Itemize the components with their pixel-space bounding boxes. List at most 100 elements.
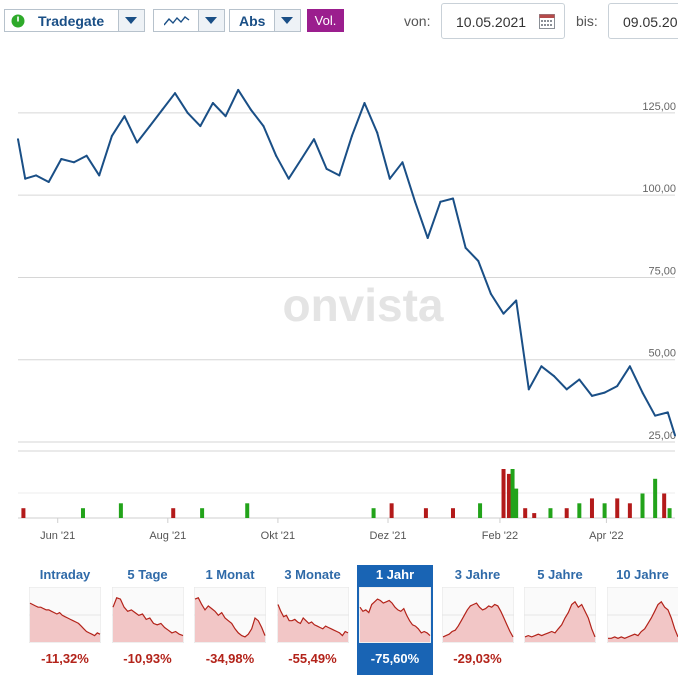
- volume-bar: [506, 473, 511, 518]
- price-point: [313, 138, 316, 141]
- period-tab-2[interactable]: 5 Tage -10,93%: [110, 565, 186, 675]
- chart-type-dropdown-button[interactable]: [198, 10, 224, 31]
- price-point: [477, 260, 480, 262]
- y-tick-label: 125,00: [642, 101, 676, 113]
- price-point: [527, 388, 530, 391]
- x-tick-label: Apr '22: [589, 530, 624, 542]
- from-label: von:: [404, 13, 431, 29]
- period-tab-4[interactable]: 3 Monate -55,49%: [275, 565, 351, 675]
- scale-label: Abs: [239, 13, 266, 29]
- period-performance: -10,93%: [123, 651, 172, 666]
- price-point: [300, 157, 303, 160]
- volume-bar: [245, 503, 250, 518]
- price-point: [211, 102, 214, 105]
- exchange-dropdown-button[interactable]: [118, 10, 144, 31]
- period-label: 3 Jahre: [454, 567, 501, 582]
- price-point: [262, 125, 265, 128]
- sparkline-area: [360, 599, 430, 642]
- exchange-select[interactable]: Tradegate: [4, 9, 145, 32]
- period-tab-1[interactable]: Intraday -11,32%: [27, 565, 103, 675]
- x-tick-label: Aug '21: [149, 530, 186, 542]
- price-point: [199, 125, 202, 128]
- price-point: [350, 134, 353, 137]
- price-point: [224, 115, 227, 118]
- period-sparkline: [29, 587, 101, 643]
- volume-bar: [532, 513, 537, 518]
- volume-bar: [200, 508, 205, 518]
- volume-toggle-button[interactable]: Vol.: [307, 9, 344, 32]
- price-point: [666, 411, 669, 414]
- period-tab-7[interactable]: 5 Jahre: [522, 565, 598, 675]
- price-point: [60, 157, 63, 160]
- volume-bar: [171, 508, 176, 518]
- y-tick-label: 25,00: [648, 430, 676, 442]
- price-point: [616, 385, 619, 388]
- period-sparkline: [524, 587, 596, 643]
- scale-select[interactable]: Abs: [229, 9, 301, 32]
- price-point: [553, 375, 556, 378]
- chevron-down-icon: [125, 17, 137, 24]
- price-point: [148, 125, 151, 128]
- period-label: 3 Monate: [284, 567, 341, 582]
- chart-type-select[interactable]: [153, 9, 225, 32]
- price-point: [674, 434, 676, 437]
- price-point: [237, 88, 240, 91]
- price-point: [98, 174, 101, 177]
- calendar-icon[interactable]: [539, 14, 555, 29]
- period-sparkline: [276, 587, 349, 643]
- sparkline-area: [442, 603, 513, 642]
- scale-dropdown-button[interactable]: [274, 10, 300, 31]
- sparkline-line: [194, 597, 266, 638]
- period-label: 1 Monat: [205, 567, 255, 582]
- period-tab-3[interactable]: 1 Monat -34,98%: [192, 565, 268, 675]
- price-point: [363, 102, 366, 105]
- price-point: [451, 197, 454, 200]
- volume-bar: [589, 498, 594, 518]
- period-sparkline: [441, 587, 514, 643]
- period-label: 10 Jahre: [616, 567, 669, 582]
- sparkline-line: [359, 598, 431, 637]
- x-tick-label: Feb '22: [482, 530, 518, 542]
- y-tick-label: 50,00: [648, 348, 676, 360]
- x-tick-label: Dez '21: [370, 530, 407, 542]
- period-tab-6[interactable]: 3 Jahre -29,03%: [440, 565, 516, 675]
- sparkline-line: [111, 597, 183, 637]
- volume-bar: [564, 508, 569, 518]
- volume-bar: [118, 503, 123, 518]
- price-point: [489, 292, 492, 295]
- sparkline-line: [607, 600, 678, 639]
- price-point: [628, 365, 631, 368]
- price-point: [603, 391, 606, 394]
- period-tab-8[interactable]: 10 Jahre: [605, 565, 678, 675]
- period-tab-5[interactable]: 1 Jahr -75,60%: [357, 565, 433, 675]
- to-date-value: 09.05.2022: [623, 14, 678, 30]
- price-point: [502, 312, 505, 315]
- volume-bar: [653, 478, 658, 518]
- chart-toolbar: Tradegate Abs Vol. von: 10.05.2021 bis:: [0, 0, 678, 42]
- price-point: [249, 108, 252, 111]
- to-date-input[interactable]: 09.05.2022: [608, 3, 678, 39]
- price-point: [515, 299, 518, 302]
- volume-bar: [501, 469, 506, 518]
- price-point: [654, 414, 657, 417]
- from-date-input[interactable]: 10.05.2021: [441, 3, 565, 39]
- price-point: [565, 388, 568, 391]
- y-tick-label: 75,00: [648, 265, 676, 277]
- volume-bar: [478, 503, 483, 518]
- volume-bar: [602, 503, 607, 518]
- watermark: onvista: [282, 279, 443, 331]
- volume-bar: [389, 503, 394, 518]
- price-point: [186, 111, 189, 114]
- volume-bar: [615, 498, 620, 518]
- sparkline-area: [607, 601, 678, 642]
- chevron-down-icon: [281, 17, 293, 24]
- sparkline-area: [277, 604, 348, 642]
- volume-bar: [80, 508, 85, 518]
- price-point: [439, 200, 442, 203]
- period-performance: -75,60%: [370, 651, 420, 666]
- period-label: Intraday: [39, 567, 91, 582]
- green-power-icon: [11, 14, 25, 28]
- price-point: [578, 378, 581, 381]
- price-point: [325, 167, 328, 170]
- price-points: [17, 88, 676, 437]
